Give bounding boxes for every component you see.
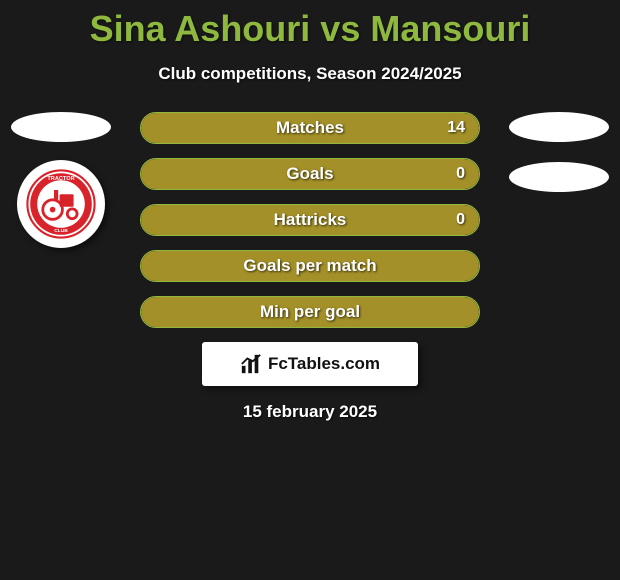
date-line: 15 february 2025 [0,402,620,422]
club-logo-left: TRACTOR CLUB [17,160,105,248]
club-logo-placeholder-right [509,162,609,192]
stat-rows: Matches14Goals0Hattricks0Goals per match… [140,112,480,328]
brand-box[interactable]: FcTables.com [202,342,418,386]
stat-label: Hattricks [141,205,479,235]
stat-row: Goals per match [140,250,480,282]
stat-row: Hattricks0 [140,204,480,236]
stat-value: 0 [456,205,465,235]
stat-value: 0 [456,159,465,189]
svg-text:TRACTOR: TRACTOR [47,176,74,182]
svg-text:CLUB: CLUB [54,228,68,234]
stat-label: Min per goal [141,297,479,327]
subtitle: Club competitions, Season 2024/2025 [0,64,620,84]
brand-text: FcTables.com [268,354,380,374]
stat-row: Goals0 [140,158,480,190]
stat-label: Goals [141,159,479,189]
stat-label: Matches [141,113,479,143]
stat-row: Min per goal [140,296,480,328]
stat-row: Matches14 [140,112,480,144]
player-avatar-placeholder-left [11,112,111,142]
player-avatar-placeholder-right [509,112,609,142]
left-player-column: TRACTOR CLUB [6,112,116,248]
bar-chart-icon [240,353,262,375]
comparison-container: TRACTOR CLUB Matches14Goals0Hattricks0Go… [0,112,620,328]
right-player-column [504,112,614,192]
tractor-club-icon: TRACTOR CLUB [26,169,96,239]
stat-label: Goals per match [141,251,479,281]
stat-value: 14 [447,113,465,143]
page-title: Sina Ashouri vs Mansouri [0,0,620,50]
